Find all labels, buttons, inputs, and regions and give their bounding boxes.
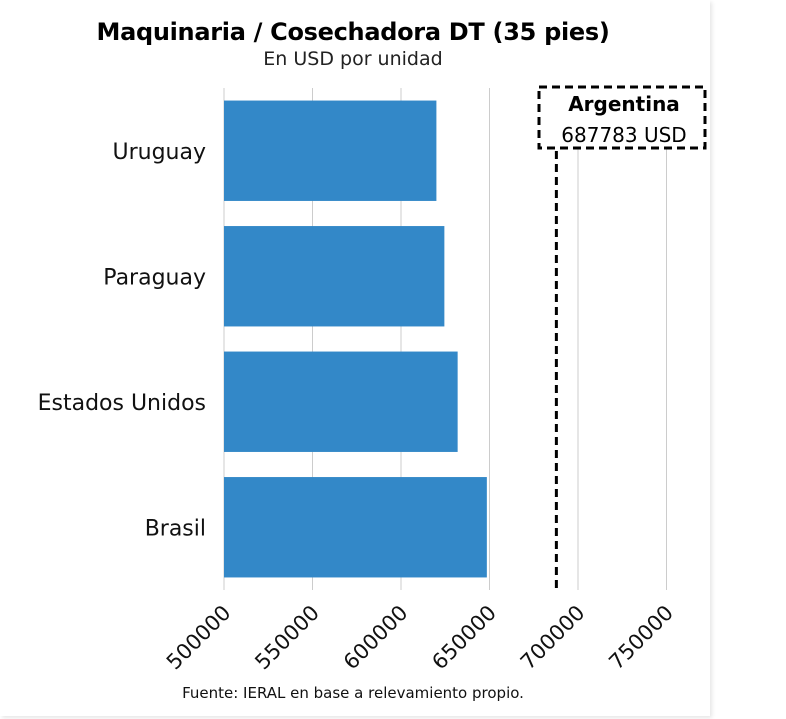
- bar-brasil: [224, 477, 487, 578]
- x-tick-label: 600000: [339, 601, 413, 675]
- chart-card: Maquinaria / Cosechadora DT (35 pies) En…: [37, 18, 707, 702]
- x-tick-label: 550000: [250, 601, 324, 675]
- x-tick-label: 750000: [604, 601, 678, 675]
- x-tick-label: 650000: [427, 601, 501, 675]
- x-tick-label: 500000: [162, 601, 236, 675]
- source-note: Fuente: IERAL en base a relevamiento pro…: [182, 684, 524, 702]
- category-label: Estados Unidos: [38, 391, 206, 416]
- reference-value-label: 687783 USD: [561, 123, 686, 147]
- category-label: Brasil: [145, 516, 206, 541]
- reference-label: Argentina: [568, 92, 680, 116]
- category-label: Uruguay: [113, 140, 207, 165]
- reference-annotation-box: [537, 85, 707, 150]
- chart-title: Maquinaria / Cosechadora DT (35 pies): [96, 18, 610, 46]
- category-label: Paraguay: [103, 265, 206, 290]
- bar-paraguay: [224, 226, 445, 327]
- bar-estados-unidos: [224, 351, 458, 452]
- x-tick-label: 700000: [516, 601, 590, 675]
- chart-subtitle: En USD por unidad: [263, 48, 443, 70]
- bar-chart: Uruguay Paraguay Estados Unidos Brasil 50000…: [38, 85, 707, 675]
- bar-uruguay: [224, 100, 437, 201]
